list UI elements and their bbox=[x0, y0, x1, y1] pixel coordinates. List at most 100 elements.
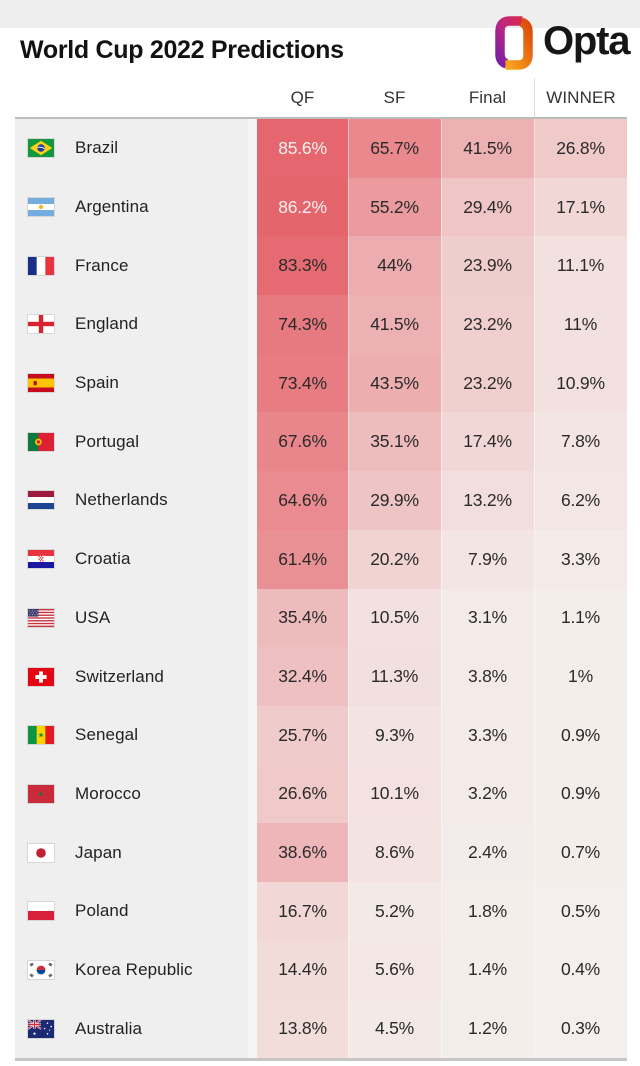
value-cell-sf: 10.1% bbox=[348, 764, 441, 824]
value-cell-sf: 4.5% bbox=[348, 999, 441, 1058]
value-cell-winner: 0.7% bbox=[534, 823, 627, 882]
value-cell-qf: 14.4% bbox=[257, 940, 348, 1000]
team-cell: Switzerland bbox=[15, 647, 248, 706]
flag-korea-republic-icon bbox=[28, 960, 54, 979]
flag-usa-icon bbox=[28, 608, 54, 627]
panel-gap bbox=[248, 471, 257, 530]
team-name: Morocco bbox=[75, 783, 141, 803]
value-cell-sf: 11.3% bbox=[348, 647, 441, 706]
value-cell-sf: 44% bbox=[348, 236, 441, 296]
top-strip bbox=[0, 0, 640, 28]
value-cell-qf: 38.6% bbox=[257, 823, 348, 882]
team-cell: Portugal bbox=[15, 412, 248, 472]
panel-gap bbox=[248, 295, 257, 354]
team-name: England bbox=[75, 314, 139, 334]
header-spacer bbox=[15, 78, 248, 117]
value-cell-winner: 11% bbox=[534, 295, 627, 354]
team-name: Australia bbox=[75, 1018, 143, 1038]
value-cell-final: 1.4% bbox=[441, 940, 534, 1000]
flag-japan-icon bbox=[28, 843, 54, 862]
value-cell-qf: 86.2% bbox=[257, 177, 348, 237]
column-header-winner: WINNER bbox=[534, 78, 627, 117]
team-cell: Senegal bbox=[15, 705, 248, 765]
table-row: Portugal 67.6% 35.1% 17.4% 7.8% bbox=[15, 412, 627, 472]
column-header-qf: QF bbox=[290, 87, 315, 107]
value-cell-qf: 26.6% bbox=[257, 764, 348, 824]
opta-logo-text: Opta bbox=[543, 19, 631, 63]
column-header-sf: SF bbox=[383, 87, 406, 107]
value-cell-qf: 67.6% bbox=[257, 412, 348, 472]
flag-england-icon bbox=[28, 315, 54, 334]
team-name: Poland bbox=[75, 901, 129, 921]
value-cell-sf: 43.5% bbox=[348, 353, 441, 413]
value-cell-final: 2.4% bbox=[441, 823, 534, 882]
value-cell-winner: 6.2% bbox=[534, 471, 627, 530]
value-cell-winner: 17.1% bbox=[534, 177, 627, 237]
panel-gap bbox=[248, 119, 257, 178]
value-cell-qf: 73.4% bbox=[257, 353, 348, 413]
team-name: France bbox=[75, 255, 129, 275]
flag-france-icon bbox=[28, 256, 54, 275]
column-header-final: Final bbox=[468, 87, 507, 107]
value-cell-winner: 0.9% bbox=[534, 705, 627, 765]
value-cell-winner: 10.9% bbox=[534, 353, 627, 413]
panel-gap bbox=[248, 177, 257, 237]
flag-argentina-icon bbox=[28, 198, 54, 217]
flag-portugal-icon bbox=[28, 432, 54, 451]
value-cell-winner: 3.3% bbox=[534, 529, 627, 589]
value-cell-winner: 0.9% bbox=[534, 764, 627, 824]
value-cell-final: 7.9% bbox=[441, 529, 534, 589]
team-cell: Australia bbox=[15, 999, 248, 1058]
team-cell: USA bbox=[15, 588, 248, 648]
table-row: Japan 38.6% 8.6% 2.4% 0.7% bbox=[15, 823, 627, 882]
value-cell-sf: 20.2% bbox=[348, 529, 441, 589]
value-cell-qf: 16.7% bbox=[257, 881, 348, 941]
table-row: Croatia 61.4% 20.2% 7.9% 3.3% bbox=[15, 529, 627, 589]
flag-croatia-icon bbox=[28, 550, 54, 569]
team-cell: Morocco bbox=[15, 764, 248, 824]
value-cell-final: 23.2% bbox=[441, 353, 534, 413]
table-row: England 74.3% 41.5% 23.2% 11% bbox=[15, 295, 627, 354]
panel-gap bbox=[248, 881, 257, 941]
value-cell-winner: 0.4% bbox=[534, 940, 627, 1000]
value-cell-final: 3.8% bbox=[441, 647, 534, 706]
value-cell-final: 41.5% bbox=[441, 119, 534, 178]
value-cell-final: 23.9% bbox=[441, 236, 534, 296]
flag-morocco-icon bbox=[28, 784, 54, 803]
value-cell-sf: 29.9% bbox=[348, 471, 441, 530]
value-cell-final: 1.2% bbox=[441, 999, 534, 1058]
table-row: France 83.3% 44% 23.9% 11.1% bbox=[15, 236, 627, 296]
team-cell: England bbox=[15, 295, 248, 354]
value-cell-final: 29.4% bbox=[441, 177, 534, 237]
panel-gap bbox=[248, 940, 257, 1000]
value-cell-winner: 11.1% bbox=[534, 236, 627, 296]
value-cell-qf: 83.3% bbox=[257, 236, 348, 296]
header-spacer bbox=[248, 78, 257, 117]
team-cell: Korea Republic bbox=[15, 940, 248, 1000]
value-cell-winner: 1.1% bbox=[534, 588, 627, 648]
panel-gap bbox=[248, 823, 257, 882]
value-cell-sf: 5.6% bbox=[348, 940, 441, 1000]
value-cell-qf: 32.4% bbox=[257, 647, 348, 706]
page-title: World Cup 2022 Predictions bbox=[20, 36, 344, 64]
panel-gap bbox=[248, 588, 257, 648]
table-row: Australia 13.8% 4.5% 1.2% 0.3% bbox=[15, 999, 627, 1058]
team-name: Japan bbox=[75, 842, 122, 862]
value-cell-qf: 13.8% bbox=[257, 999, 348, 1058]
value-cell-sf: 55.2% bbox=[348, 177, 441, 237]
value-cell-qf: 61.4% bbox=[257, 529, 348, 589]
panel-gap bbox=[248, 764, 257, 824]
team-name: Croatia bbox=[75, 549, 131, 569]
flag-netherlands-icon bbox=[28, 491, 54, 510]
team-name: Brazil bbox=[75, 138, 119, 158]
value-cell-final: 3.1% bbox=[441, 588, 534, 648]
team-name: Spain bbox=[75, 373, 119, 393]
value-cell-winner: 26.8% bbox=[534, 119, 627, 178]
value-cell-final: 13.2% bbox=[441, 471, 534, 530]
team-cell: Argentina bbox=[15, 177, 248, 237]
table-row: USA 35.4% 10.5% 3.1% 1.1% bbox=[15, 588, 627, 648]
opta-logo-icon bbox=[495, 16, 533, 70]
value-cell-final: 17.4% bbox=[441, 412, 534, 472]
team-name: Korea Republic bbox=[75, 959, 193, 979]
value-cell-winner: 0.5% bbox=[534, 881, 627, 941]
